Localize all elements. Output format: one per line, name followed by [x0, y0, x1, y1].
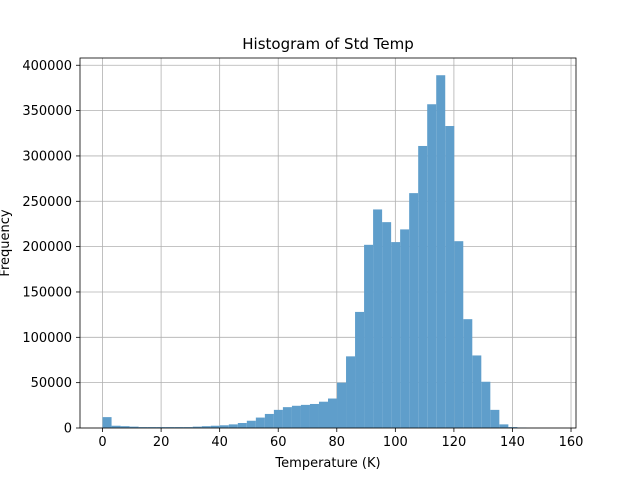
- x-tick-label: 160: [559, 435, 584, 450]
- y-axis-label: Frequency: [0, 209, 13, 276]
- y-tick-label: 0: [64, 422, 72, 437]
- histogram-bar: [237, 423, 247, 428]
- x-tick-label: 20: [153, 435, 170, 450]
- histogram-bar: [337, 382, 347, 428]
- y-tick-label: 50000: [31, 376, 72, 391]
- y-tick-label: 300000: [22, 149, 72, 164]
- histogram-bar: [219, 425, 229, 428]
- histogram-bar: [228, 424, 238, 428]
- histogram-bar: [156, 427, 166, 428]
- histogram-bar: [318, 401, 328, 428]
- x-tick-label: 100: [383, 435, 408, 450]
- histogram-bar: [255, 417, 265, 428]
- histogram-bar: [391, 242, 401, 428]
- histogram-bar: [309, 403, 319, 428]
- histogram-bar: [445, 126, 455, 428]
- histogram-bar: [210, 425, 220, 428]
- chart-title: Histogram of Std Temp: [242, 35, 413, 53]
- y-tick-label: 200000: [22, 240, 72, 255]
- histogram-bar: [246, 420, 256, 428]
- y-tick-label: 400000: [22, 59, 72, 74]
- histogram-bar: [328, 398, 338, 428]
- histogram-bar: [111, 425, 121, 428]
- x-tick-label: 140: [500, 435, 525, 450]
- x-tick-label: 120: [441, 435, 466, 450]
- histogram-bar: [264, 413, 274, 428]
- x-axis-label: Temperature (K): [274, 456, 380, 471]
- histogram-bar: [355, 311, 365, 428]
- histogram-bar: [147, 427, 157, 428]
- histogram-bar: [120, 426, 130, 428]
- x-tick-label: 40: [211, 435, 228, 450]
- histogram-bar: [499, 424, 509, 428]
- histogram-bar: [436, 75, 446, 428]
- histogram-bar: [183, 427, 193, 428]
- y-tick-label: 150000: [22, 285, 72, 300]
- histogram-bar: [273, 409, 283, 428]
- histogram-bar: [382, 222, 392, 428]
- histogram-bar: [373, 209, 383, 428]
- histogram-bar: [282, 407, 292, 428]
- histogram-bar: [174, 427, 184, 428]
- histogram-bar: [165, 427, 175, 428]
- histogram-bar: [138, 427, 148, 428]
- histogram-bar: [418, 145, 428, 428]
- histogram-bar: [463, 319, 473, 428]
- y-tick-label: 100000: [22, 331, 72, 346]
- y-axis-ticks: 0 50000 100000 150000 200000 250000 300000 3500…: [22, 59, 80, 437]
- histogram-bar: [300, 404, 310, 428]
- histogram-bar: [129, 426, 139, 428]
- histogram-bar: [472, 355, 482, 428]
- x-axis-ticks: 0 20 40 60 80 100 120 140 160: [98, 428, 583, 450]
- histogram-bar: [201, 426, 211, 428]
- plot-area-frame: [79, 57, 577, 429]
- histogram-bar: [409, 193, 419, 428]
- y-tick-label: 350000: [22, 104, 72, 119]
- x-tick-label: 80: [329, 435, 346, 450]
- histogram-bar: [481, 381, 491, 428]
- histogram-bar: [508, 427, 518, 428]
- histogram-bar: [454, 241, 464, 428]
- x-tick-label: 0: [98, 435, 106, 450]
- histogram-bar: [490, 409, 500, 428]
- x-tick-label: 60: [270, 435, 287, 450]
- histogram-bar: [192, 426, 202, 428]
- histogram-bars: [102, 75, 527, 428]
- y-tick-label: 250000: [22, 195, 72, 210]
- histogram-bar: [427, 104, 437, 428]
- histogram-bar: [102, 417, 112, 428]
- histogram-bar: [400, 229, 410, 428]
- histogram-bar: [346, 356, 356, 428]
- histogram-bar: [291, 405, 301, 428]
- histogram-bar: [364, 244, 374, 428]
